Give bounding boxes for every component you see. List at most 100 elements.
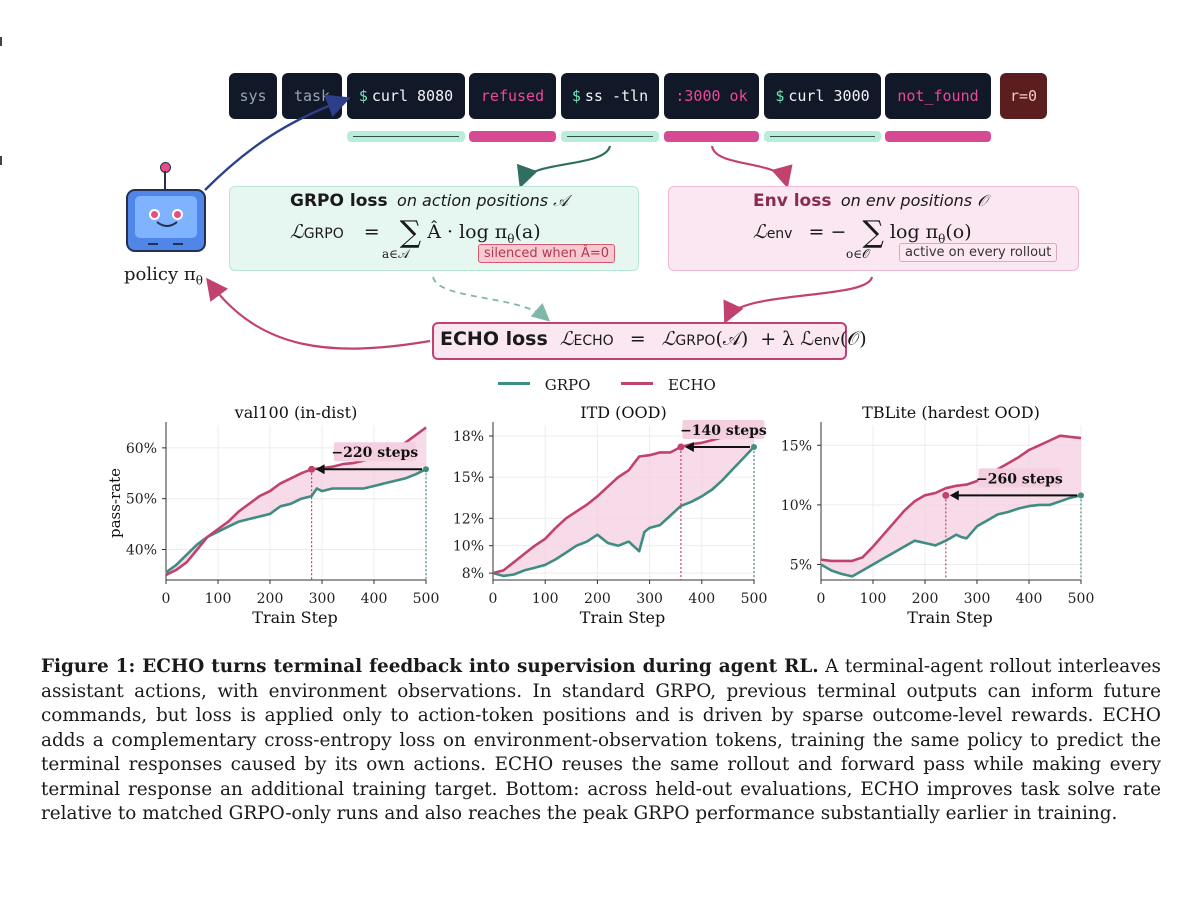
x-tick-label: 200 <box>257 591 284 607</box>
robot-smile <box>156 221 178 227</box>
active-badge: active on every rollout <box>899 243 1058 262</box>
figure-caption: Figure 1: ECHO turns terminal feedback i… <box>41 655 1161 827</box>
env-loss-formula: ℒenv = − ∑ log πθ(o) <box>753 215 972 250</box>
chart-title: ITD (OOD) <box>580 403 666 422</box>
robot-eye-left <box>149 209 160 220</box>
robot-face <box>135 196 197 238</box>
action-position-bar <box>347 131 465 142</box>
token-sys: sys <box>229 73 277 119</box>
x-tick-label: 200 <box>912 591 939 607</box>
chart-legend: GRPO ECHO <box>498 376 716 394</box>
token-env-refused: refused <box>469 73 556 119</box>
token-reward: r=0 <box>1000 73 1047 119</box>
action-position-bar <box>561 131 659 142</box>
x-tick-label: 300 <box>309 591 336 607</box>
x-tick-label: 400 <box>688 591 715 607</box>
grpo-loss-box: GRPO loss on action positions 𝒜 ℒGRPO = … <box>229 186 639 271</box>
legend-swatch-grpo <box>498 382 530 385</box>
echo-loss-box: ECHO loss ℒECHO = ℒGRPO(𝒜) + λ ℒenv(𝒪) <box>432 322 867 360</box>
x-tick-label: 0 <box>489 591 498 607</box>
echo-to-policy-arrow <box>206 277 431 350</box>
grpo-loss-subtitle: on action positions 𝒜 <box>397 191 569 210</box>
grpo-sum-index: a∈𝒜 <box>382 247 410 261</box>
action-to-grpo-arrow <box>516 145 612 189</box>
y-tick-label: 8% <box>462 566 484 582</box>
grpo-loss-formula: ℒGRPO = ∑ Â · log πθ(a) <box>290 215 541 250</box>
echo-loss-formula: ℒECHO = ℒGRPO(𝒜) + λ ℒenv(𝒪) <box>559 328 867 350</box>
y-tick-label: 10% <box>453 539 484 555</box>
env-position-bar <box>469 131 556 142</box>
chart-title: TBLite (hardest OOD) <box>862 403 1040 422</box>
policy-label: policy πθ <box>124 264 203 288</box>
left-margin-mark <box>0 156 2 165</box>
y-tick-label: 18% <box>453 429 484 445</box>
x-tick-label: 500 <box>1068 591 1095 607</box>
x-axis-label: Train Step <box>907 608 992 627</box>
x-tick-label: 0 <box>162 591 171 607</box>
echo-series-line <box>492 425 755 575</box>
legend-swatch-echo <box>621 382 654 385</box>
robot-mouth-left <box>148 243 158 245</box>
x-tick-label: 100 <box>532 591 559 607</box>
echo-loss-title: ECHO loss <box>440 328 548 350</box>
policy-to-action-arrow <box>204 94 351 191</box>
x-tick-label: 300 <box>636 591 663 607</box>
envloss-to-echo-arrow <box>723 276 874 324</box>
step-savings-arrowhead <box>949 490 959 501</box>
env-loss-title: Env loss <box>753 191 832 211</box>
env-sum-index: o∈𝒪 <box>846 247 870 261</box>
x-tick-label: 500 <box>413 591 440 607</box>
grpo-series-line <box>492 446 755 578</box>
grpo-peak-marker <box>423 466 429 473</box>
echo-match-marker <box>308 465 316 473</box>
echo-series-line <box>820 434 1082 563</box>
y-tick-label: 15% <box>453 470 484 486</box>
connector-arrows <box>204 94 874 350</box>
env-loss-subtitle: on env positions 𝒪 <box>840 191 988 210</box>
robot-antenna <box>164 171 166 189</box>
x-axis-label: Train Step <box>580 608 665 627</box>
robot-mouth-right <box>173 243 183 245</box>
token-action-ss: $ ss -tln <box>561 73 659 119</box>
token-action-curl-3000: $ curl 3000 <box>764 73 881 119</box>
step-savings-label: −140 steps <box>680 423 767 439</box>
env-to-envloss-arrow <box>710 145 793 189</box>
legend-label-echo: ECHO <box>668 376 716 394</box>
robot-head <box>126 189 206 252</box>
grpo-series-line <box>820 494 1082 578</box>
x-tick-label: 200 <box>584 591 611 607</box>
caption-bold: Figure 1: ECHO turns terminal feedback i… <box>41 656 819 677</box>
grpo-peak-marker <box>751 443 757 450</box>
y-tick-label: 40% <box>126 543 157 559</box>
step-savings-label: −260 steps <box>976 471 1063 487</box>
step-savings-arrowhead <box>315 464 325 475</box>
step-savings-label-bg <box>333 442 416 462</box>
echo-match-marker <box>677 443 685 451</box>
token-action-curl-8080: $ curl 8080 <box>347 73 465 119</box>
token-env-not-found: not_found <box>885 73 991 119</box>
env-position-bar <box>885 131 991 142</box>
x-tick-label: 300 <box>964 591 991 607</box>
x-tick-label: 100 <box>860 591 887 607</box>
y-tick-label: 15% <box>781 438 812 454</box>
y-axis-label: pass-rate <box>106 468 124 538</box>
silenced-badge: silenced when Â=0 <box>478 244 616 263</box>
echo-match-marker <box>942 491 950 499</box>
grpo-loss-title: GRPO loss <box>290 191 388 211</box>
grpo-peak-marker <box>1078 492 1084 499</box>
step-savings-label: −220 steps <box>331 445 418 461</box>
caption-text: A terminal-agent rollout interleaves ass… <box>41 656 1161 824</box>
gap-fill-area <box>493 426 754 576</box>
y-tick-label: 50% <box>126 492 157 508</box>
x-tick-label: 400 <box>361 591 388 607</box>
y-tick-label: 12% <box>453 511 484 527</box>
step-savings-label-bg <box>978 468 1061 488</box>
x-tick-label: 0 <box>817 591 826 607</box>
x-axis-label: Train Step <box>252 608 337 627</box>
grpo-to-echo-dashed-arrow <box>432 276 551 322</box>
y-tick-label: 60% <box>126 441 157 457</box>
left-margin-mark <box>0 37 2 46</box>
robot-eye-right <box>172 209 183 220</box>
legend-label-grpo: GRPO <box>544 376 591 394</box>
y-tick-label: 10% <box>781 498 812 514</box>
